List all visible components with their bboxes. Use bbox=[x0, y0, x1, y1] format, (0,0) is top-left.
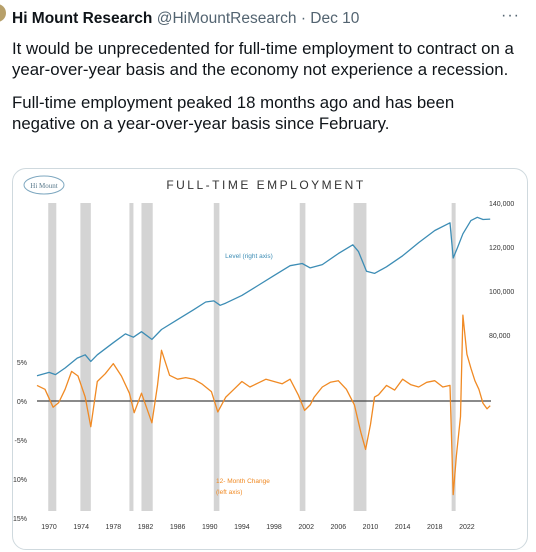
recession-band-3 bbox=[141, 203, 153, 511]
x-axis: 1970 1974 1978 1982 1986 1990 1994 1998 2002 2006… bbox=[41, 524, 475, 531]
recession-band-4 bbox=[213, 203, 220, 511]
x-tick-label: 2006 bbox=[331, 524, 347, 531]
x-tick-label: 1970 bbox=[41, 524, 57, 531]
recession-bands bbox=[48, 203, 456, 511]
left-axis: 5% 0% -5% -10% -15% bbox=[13, 360, 27, 523]
change-annotation-line2: (left axis) bbox=[216, 489, 242, 496]
full-time-employment-chart: Hi Mount FULL-TIME EMPLOYMENT 5% 0% -5% -10… bbox=[13, 175, 514, 531]
avatar[interactable] bbox=[0, 4, 6, 22]
x-tick-label: 2002 bbox=[298, 524, 314, 531]
x-tick-label: 1986 bbox=[170, 524, 186, 531]
logo-text: Hi Mount bbox=[30, 182, 57, 190]
tweet-text: It would be unprecedented for full-time … bbox=[12, 38, 522, 146]
tweet-image-card[interactable]: Hi Mount FULL-TIME EMPLOYMENT 5% 0% -5% -10… bbox=[12, 168, 528, 550]
recession-band-6 bbox=[353, 203, 367, 511]
left-tick-label: -10% bbox=[13, 477, 27, 484]
right-tick-label: 140,000 bbox=[489, 201, 514, 208]
x-tick-label: 1998 bbox=[266, 524, 282, 531]
x-tick-label: 1978 bbox=[106, 524, 122, 531]
level-line bbox=[36, 216, 491, 377]
change-line bbox=[36, 314, 491, 496]
right-tick-label: 100,000 bbox=[489, 289, 514, 296]
tweet-paragraph-2: Full-time employment peaked 18 months ag… bbox=[12, 93, 455, 133]
recession-band-1 bbox=[80, 203, 91, 511]
recession-band-7 bbox=[451, 203, 456, 511]
left-tick-label: 5% bbox=[17, 360, 27, 367]
left-tick-label: -15% bbox=[13, 516, 27, 523]
tweet-header: Hi Mount Research @HiMountResearch · Dec… bbox=[12, 7, 524, 32]
left-tick-label: 0% bbox=[17, 399, 27, 406]
recession-band-2 bbox=[129, 203, 134, 511]
chart-title: FULL-TIME EMPLOYMENT bbox=[166, 178, 365, 192]
separator: · bbox=[300, 10, 306, 27]
left-tick-label: -5% bbox=[15, 438, 27, 445]
x-tick-label: 1990 bbox=[202, 524, 218, 531]
x-tick-label: 2018 bbox=[427, 524, 443, 531]
more-horizontal-icon[interactable]: ··· bbox=[501, 7, 520, 24]
tweet-paragraph-1: It would be unprecedented for full-time … bbox=[12, 39, 514, 79]
author-name[interactable]: Hi Mount Research bbox=[12, 10, 153, 27]
x-tick-label: 1974 bbox=[73, 524, 89, 531]
author-handle[interactable]: @HiMountResearch bbox=[156, 10, 297, 27]
x-tick-label: 2014 bbox=[395, 524, 411, 531]
x-tick-label: 2022 bbox=[459, 524, 475, 531]
right-tick-label: 120,000 bbox=[489, 245, 514, 252]
level-annotation: Level (right axis) bbox=[225, 253, 273, 260]
series-lines bbox=[36, 216, 491, 496]
tweet-date[interactable]: Dec 10 bbox=[310, 10, 360, 27]
right-tick-label: 80,000 bbox=[489, 333, 511, 340]
x-tick-label: 1982 bbox=[138, 524, 154, 531]
x-tick-label: 2010 bbox=[363, 524, 379, 531]
hi-mount-logo: Hi Mount bbox=[23, 175, 65, 195]
x-tick-label: 1994 bbox=[234, 524, 250, 531]
recession-band-0 bbox=[48, 203, 57, 511]
change-annotation-line1: 12- Month Change bbox=[216, 478, 270, 485]
right-axis: 140,000 120,000 100,000 80,000 bbox=[489, 201, 514, 340]
recession-band-5 bbox=[299, 203, 306, 511]
